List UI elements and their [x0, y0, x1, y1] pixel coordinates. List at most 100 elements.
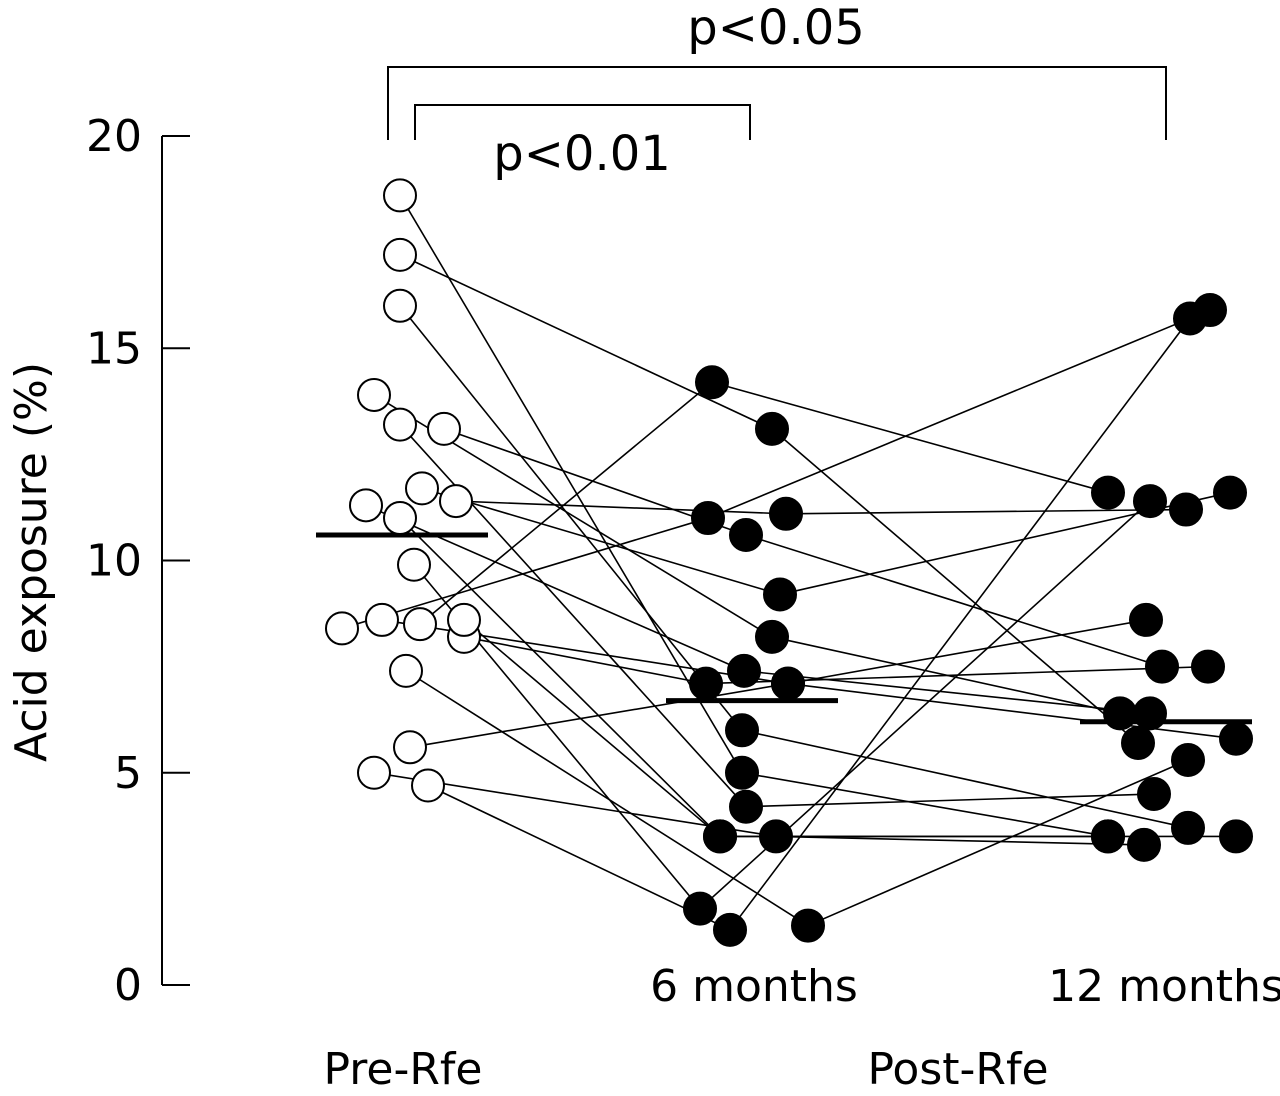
point-6-months	[769, 496, 803, 531]
point-pre-rfe	[349, 488, 383, 523]
point-pre-rfe	[389, 653, 423, 688]
points-layer	[325, 178, 1253, 947]
point-6-months	[729, 789, 763, 824]
point-pre-rfe	[393, 730, 427, 765]
connector-pre-6m	[341, 517, 709, 630]
bracket-pre-12-months	[387, 66, 1167, 140]
axis-layer: 0 5 10 15 20	[86, 111, 190, 1011]
connector-pre-6m	[421, 487, 781, 596]
point-pre-rfe	[403, 607, 437, 642]
group-label-12-months: 12 months	[1048, 961, 1280, 1012]
point-12-months	[1133, 484, 1167, 519]
connector-pre-6m	[405, 670, 809, 927]
point-6-months	[727, 653, 761, 688]
point-12-months	[1219, 819, 1253, 854]
y-tick-label-20: 20	[86, 111, 142, 162]
point-pre-rfe	[383, 178, 417, 213]
point-12-months	[1127, 827, 1161, 862]
point-pre-rfe	[411, 768, 445, 803]
group-label-pre-rfe: Pre-Rfe	[324, 1044, 483, 1091]
bracket-pre-6-months	[414, 104, 751, 140]
point-6-months	[695, 365, 729, 400]
connector-6m-12m	[743, 670, 1151, 715]
connector-pre-6m	[365, 504, 745, 672]
connector-6m-12m	[787, 682, 1237, 740]
point-6-months	[713, 912, 747, 947]
point-12-months	[1213, 475, 1247, 510]
connector-6m-12m	[775, 835, 1145, 846]
point-pre-rfe	[365, 602, 399, 637]
connector-pre-6m	[399, 254, 773, 430]
connector-6m-12m	[745, 793, 1155, 808]
point-6-months	[763, 577, 797, 612]
point-6-months	[791, 908, 825, 943]
connector-6m-12m	[729, 318, 1191, 931]
point-pre-rfe	[383, 288, 417, 323]
point-pre-rfe	[383, 237, 417, 272]
point-6-months	[759, 819, 793, 854]
point-pre-rfe	[325, 611, 359, 646]
y-tick-label-0: 0	[114, 960, 142, 1011]
connector-pre-6m	[427, 784, 731, 931]
point-6-months	[725, 713, 759, 748]
y-axis-label: Acid exposure (%)	[6, 362, 57, 762]
point-6-months	[729, 518, 763, 553]
y-tick-label-10: 10	[86, 536, 142, 587]
connector-pre-6m	[399, 305, 743, 731]
connecting-lines-layer	[341, 195, 1237, 931]
connector-6m-12m	[741, 729, 1189, 829]
connector-6m-12m	[785, 508, 1187, 515]
p-value-pre-6-months: p<0.01	[493, 126, 671, 182]
annotation-layer: p<0.05 p<0.01	[387, 0, 1167, 182]
connector-6m-12m	[711, 381, 1109, 494]
connector-6m-12m	[787, 619, 1147, 685]
connector-pre-6m	[399, 517, 721, 837]
point-12-months	[1173, 301, 1207, 336]
connector-pre-6m	[409, 682, 789, 749]
point-pre-rfe	[447, 602, 481, 637]
point-pre-rfe	[405, 471, 439, 506]
point-pre-rfe	[383, 407, 417, 442]
point-12-months	[1145, 649, 1179, 684]
connector-pre-6m	[463, 619, 721, 838]
point-6-months	[703, 819, 737, 854]
connector-6m-12m	[707, 309, 1211, 519]
point-pre-rfe	[357, 377, 391, 412]
point-6-months	[755, 411, 789, 446]
point-12-months	[1137, 776, 1171, 811]
point-12-months	[1191, 649, 1225, 684]
point-6-months	[689, 666, 723, 701]
point-pre-rfe	[397, 547, 431, 582]
connector-pre-6m	[419, 381, 713, 625]
point-12-months	[1133, 696, 1167, 731]
connector-6m-12m	[741, 771, 1109, 838]
y-tick-label-15: 15	[86, 323, 142, 374]
point-6-months	[683, 891, 717, 926]
point-12-months	[1091, 819, 1125, 854]
y-tick-label-5: 5	[114, 748, 142, 799]
point-pre-rfe	[439, 484, 473, 519]
point-6-months	[755, 619, 789, 654]
connector-pre-6m	[455, 500, 787, 515]
p-value-pre-12-months: p<0.05	[687, 0, 865, 56]
connector-pre-6m	[399, 195, 743, 774]
point-12-months	[1171, 810, 1205, 845]
connector-6m-12m	[745, 534, 1163, 668]
connector-6m-12m	[771, 428, 1139, 744]
point-12-months	[1091, 475, 1125, 510]
group-label-post-rfe: Post-Rfe	[867, 1044, 1048, 1091]
point-12-months	[1103, 696, 1137, 731]
point-12-months	[1169, 492, 1203, 527]
point-pre-rfe	[427, 411, 461, 446]
connector-pre-6m	[463, 636, 707, 685]
point-6-months	[771, 666, 805, 701]
point-pre-rfe	[357, 755, 391, 790]
point-12-months	[1129, 602, 1163, 637]
point-12-months	[1121, 726, 1155, 761]
point-12-months	[1219, 721, 1253, 756]
point-pre-rfe	[383, 501, 417, 536]
point-6-months	[725, 755, 759, 790]
group-label-6-months: 6 months	[650, 961, 858, 1012]
